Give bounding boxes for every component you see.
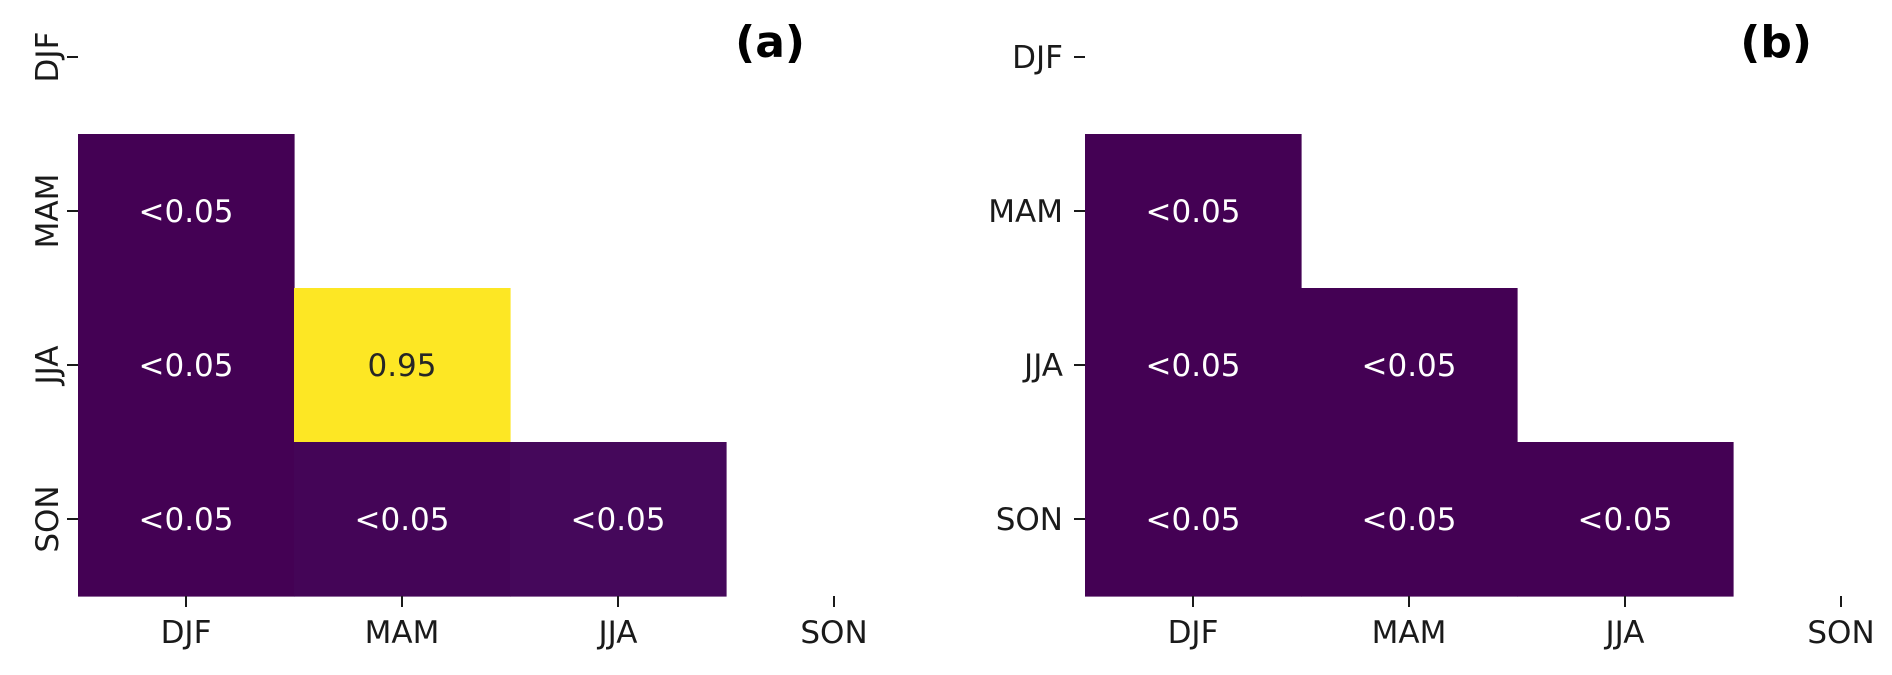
x-tick-label: DJF — [1168, 615, 1219, 651]
y-tick-label: JJA — [30, 346, 66, 387]
heatmap-cell-jja-mam — [294, 288, 511, 443]
heatmap-panel-b: <0.05 <0.05 <0.05 <0.05 <0.05 <0.05 DJF MAM JJA S… — [988, 17, 1874, 651]
panel-label: (a) — [735, 17, 805, 68]
y-tick-label: DJF — [1012, 40, 1063, 76]
panel-label: (b) — [1740, 17, 1812, 68]
cell-value-label: <0.05 — [139, 194, 234, 230]
cell-value-label: <0.05 — [355, 502, 450, 538]
y-tick-label: MAM — [988, 194, 1063, 230]
cell-value-label: 0.95 — [367, 348, 436, 384]
x-tick-label: JJA — [1604, 615, 1645, 651]
heatmap-cell-son-jja — [510, 442, 727, 597]
y-tick-label: SON — [30, 485, 66, 552]
heatmap-cell-son-mam — [294, 442, 511, 597]
cell-value-label: <0.05 — [1146, 348, 1241, 384]
y-tick-label: DJF — [30, 32, 66, 83]
heatmap-cell-mam-djf — [1085, 134, 1302, 289]
cell-value-label: <0.05 — [1146, 194, 1241, 230]
cell-value-label: <0.05 — [571, 502, 666, 538]
heatmap-cell-mam-djf — [78, 134, 295, 289]
heatmap-cell-jja-mam — [1301, 288, 1518, 443]
heatmap-panel-a: <0.05 <0.05 0.95 <0.05 <0.05 <0.05 DJF MAM JJA SO… — [30, 17, 868, 651]
x-tick-label: SON — [800, 615, 867, 651]
cell-value-label: <0.05 — [139, 348, 234, 384]
heatmap-cell-jja-djf — [1085, 288, 1302, 443]
x-tick-label: JJA — [597, 615, 638, 651]
cell-value-label: <0.05 — [1578, 502, 1673, 538]
cell-value-label: <0.05 — [1362, 502, 1457, 538]
cell-value-label: <0.05 — [139, 502, 234, 538]
x-tick-label: MAM — [365, 615, 440, 651]
y-tick-label: SON — [996, 502, 1063, 538]
y-tick-label: MAM — [30, 174, 66, 249]
cell-value-label: <0.05 — [1362, 348, 1457, 384]
x-tick-label: MAM — [1372, 615, 1447, 651]
heatmap-cell-son-jja — [1517, 442, 1734, 597]
y-tick-label: JJA — [1022, 348, 1063, 384]
heatmap-cell-son-djf — [78, 442, 295, 597]
heatmap-cell-son-mam — [1301, 442, 1518, 597]
x-tick-label: DJF — [161, 615, 212, 651]
x-tick-label: SON — [1807, 615, 1874, 651]
heatmap-cell-jja-djf — [78, 288, 295, 443]
heatmap-cell-son-djf — [1085, 442, 1302, 597]
cell-value-label: <0.05 — [1146, 502, 1241, 538]
